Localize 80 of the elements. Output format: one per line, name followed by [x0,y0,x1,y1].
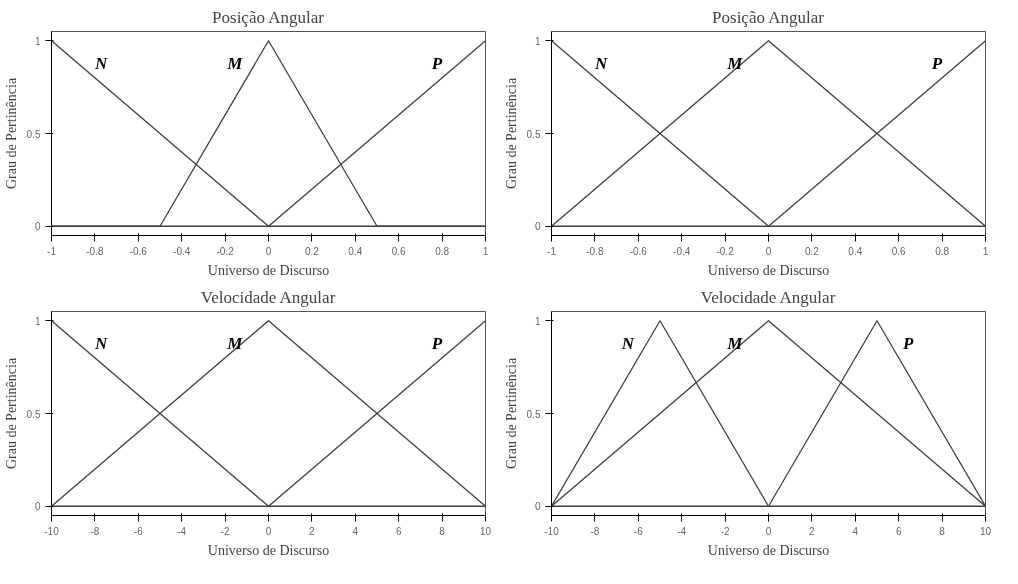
x-tick-label: -1 [47,245,57,257]
x-axis-title: Universo de Discurso [207,262,330,278]
x-tick-label: 4 [352,525,359,537]
x-tick-label: -0.2 [216,245,235,257]
x-tick-label: 6 [895,525,902,537]
series-label: M [226,333,244,353]
y-tick-label: 1 [34,35,41,47]
x-tick-label: -0.4 [673,245,691,257]
x-tick-label: -6 [633,525,644,537]
x-tick-label: 0 [765,525,772,537]
series-label: N [620,333,635,353]
x-tick-label: 0 [765,245,772,257]
x-tick-label: 2 [309,525,316,537]
series-label: P [902,333,915,353]
x-tick-label: 8 [939,525,946,537]
x-tick-label: 1 [982,245,989,257]
x-tick-label: 0.6 [391,245,407,257]
x-tick-label: -0.8 [586,245,604,257]
x-axis-title: Universo de Discurso [207,542,330,558]
y-tick-label: 0 [534,501,541,513]
x-tick-label: -6 [133,525,144,537]
x-tick-label: -2 [220,525,230,537]
y-tick-label: 0 [34,221,41,233]
y-tick-label: 0 [34,501,41,513]
x-tick-label: 0.4 [348,245,363,257]
x-tick-label: -4 [677,525,687,537]
y-tick-label: 0.5 [526,408,541,420]
y-axis-title: Grau de Pertinência [3,357,19,470]
x-tick-label: -0.6 [629,245,648,257]
x-tick-label: 6 [395,525,402,537]
x-tick-label: -4 [177,525,187,537]
series-label: N [93,333,108,353]
x-tick-label: 0 [265,245,272,257]
x-tick-label: 0.4 [848,245,863,257]
series-label: P [430,53,443,73]
x-tick-label: -0.6 [129,245,148,257]
x-tick-label: -10 [544,525,560,537]
chart-title: Posição Angular [712,7,825,27]
x-tick-label: -0.4 [173,245,191,257]
x-tick-label: -2 [720,525,730,537]
x-tick-label: -1 [547,245,557,257]
x-tick-label: 0.2 [304,245,320,257]
series-label: P [430,333,443,353]
x-tick-label: 10 [479,525,492,537]
x-tick-label: 0.8 [435,245,450,257]
y-axis-title: Grau de Pertinência [503,357,519,470]
x-tick-label: -0.2 [716,245,735,257]
x-tick-label: -10 [44,525,60,537]
x-tick-label: 10 [979,525,992,537]
x-axis-title: Universo de Discurso [707,542,830,558]
chart-title: Velocidade Angular [200,287,336,307]
y-tick-label: 1 [534,35,541,47]
x-tick-label: -0.8 [86,245,104,257]
series-label: P [930,53,943,73]
series-label: M [726,53,744,73]
x-tick-label: 8 [439,525,446,537]
x-axis-title: Universo de Discurso [707,262,830,278]
x-tick-label: -8 [90,525,100,537]
y-tick-label: 0.5 [526,128,541,140]
chart-title: Velocidade Angular [700,287,836,307]
x-tick-label: 0.8 [935,245,950,257]
y-tick-label: 0.5 [26,408,41,420]
x-tick-label: 2 [809,525,816,537]
x-tick-label: 0.6 [891,245,907,257]
y-tick-label: 0.5 [26,128,41,140]
x-tick-label: -8 [590,525,600,537]
y-axis-title: Grau de Pertinência [503,77,519,190]
series-label: N [93,53,108,73]
x-tick-label: 0 [265,525,272,537]
series-label: M [726,333,744,353]
y-axis-title: Grau de Pertinência [3,77,19,190]
y-tick-label: 0 [534,221,541,233]
chart-title: Posição Angular [212,7,325,27]
x-tick-label: 0.2 [804,245,820,257]
y-tick-label: 1 [534,315,541,327]
series-label: M [226,53,244,73]
y-tick-label: 1 [34,315,41,327]
x-tick-label: 1 [482,245,489,257]
series-label: N [593,53,608,73]
x-tick-label: 4 [852,525,859,537]
